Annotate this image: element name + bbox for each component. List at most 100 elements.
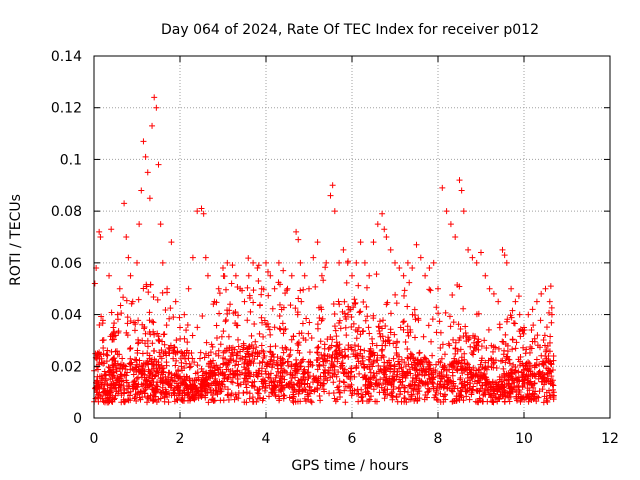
data-point	[111, 395, 118, 402]
data-point	[449, 372, 456, 379]
data-point	[213, 387, 220, 394]
data-point	[400, 326, 407, 333]
data-point	[237, 285, 244, 292]
data-point	[115, 329, 122, 336]
data-point	[429, 379, 436, 386]
data-point	[159, 259, 166, 266]
data-point	[167, 305, 174, 312]
data-point	[280, 326, 287, 333]
data-point	[445, 340, 452, 347]
data-point	[377, 376, 384, 383]
data-point	[345, 303, 352, 310]
data-point	[460, 305, 467, 312]
data-point	[219, 369, 226, 376]
data-point	[402, 338, 409, 345]
data-point	[416, 379, 423, 386]
data-point	[106, 272, 113, 279]
data-point	[362, 376, 369, 383]
data-point	[111, 320, 118, 327]
data-point	[202, 254, 209, 261]
data-point	[162, 379, 169, 386]
data-point	[205, 382, 212, 389]
data-point	[99, 337, 106, 344]
data-point	[499, 357, 506, 364]
data-point	[401, 287, 408, 294]
data-point	[273, 372, 280, 379]
data-point	[228, 280, 235, 287]
data-point	[342, 383, 349, 390]
data-point	[485, 326, 492, 333]
data-point	[495, 395, 502, 402]
data-point	[185, 389, 192, 396]
data-point	[478, 343, 485, 350]
data-point	[475, 373, 482, 380]
data-point	[370, 312, 377, 319]
data-point	[332, 348, 339, 355]
data-point	[482, 272, 489, 279]
data-point	[423, 368, 430, 375]
data-point	[373, 377, 380, 384]
data-point	[513, 393, 520, 400]
data-point	[143, 283, 150, 290]
data-point	[132, 391, 139, 398]
data-point	[270, 378, 277, 385]
data-point	[354, 328, 361, 335]
data-point	[262, 368, 269, 375]
data-point	[272, 383, 279, 390]
data-point	[512, 369, 519, 376]
data-point	[465, 246, 472, 253]
data-point	[539, 375, 546, 382]
data-point	[548, 319, 555, 326]
data-point	[443, 208, 450, 215]
data-point	[300, 335, 307, 342]
data-point	[133, 384, 140, 391]
data-point	[210, 379, 217, 386]
data-point	[285, 380, 292, 387]
data-point	[209, 392, 216, 399]
data-point	[223, 316, 230, 323]
y-tick-labels: 0 0.02 0.04 0.06 0.08 0.1 0.12 0.14	[51, 49, 82, 427]
data-point	[171, 344, 178, 351]
data-point	[162, 306, 169, 313]
data-point	[465, 334, 472, 341]
data-point	[512, 345, 519, 352]
y-tick-label: 0.12	[51, 101, 82, 117]
data-point	[462, 388, 469, 395]
data-point	[425, 371, 432, 378]
data-point	[363, 303, 370, 310]
data-point	[475, 346, 482, 353]
data-point	[331, 311, 338, 318]
data-point	[203, 339, 210, 346]
data-point	[116, 285, 123, 292]
data-point	[280, 395, 287, 402]
data-point	[341, 379, 348, 386]
data-point	[111, 372, 118, 379]
data-point	[254, 389, 261, 396]
data-point	[260, 354, 267, 361]
data-point	[386, 363, 393, 370]
data-point	[179, 380, 186, 387]
data-point	[95, 392, 102, 399]
data-point	[517, 354, 524, 361]
data-point	[232, 272, 239, 279]
data-point	[470, 383, 477, 390]
data-point	[257, 394, 263, 401]
data-point	[151, 373, 158, 380]
data-point	[393, 394, 400, 401]
data-point	[303, 315, 310, 322]
data-point	[203, 371, 210, 378]
data-point	[139, 337, 146, 344]
data-point	[407, 354, 414, 361]
data-point	[343, 332, 350, 339]
data-point	[331, 395, 338, 402]
data-point	[175, 368, 182, 375]
data-point	[121, 362, 128, 369]
data-point	[420, 333, 427, 340]
y-tick-label: 0.1	[60, 152, 82, 168]
data-point	[113, 379, 120, 386]
data-point	[235, 361, 242, 368]
data-point	[149, 340, 156, 347]
data-point	[543, 346, 550, 353]
data-point	[455, 393, 462, 400]
data-point	[535, 394, 542, 401]
